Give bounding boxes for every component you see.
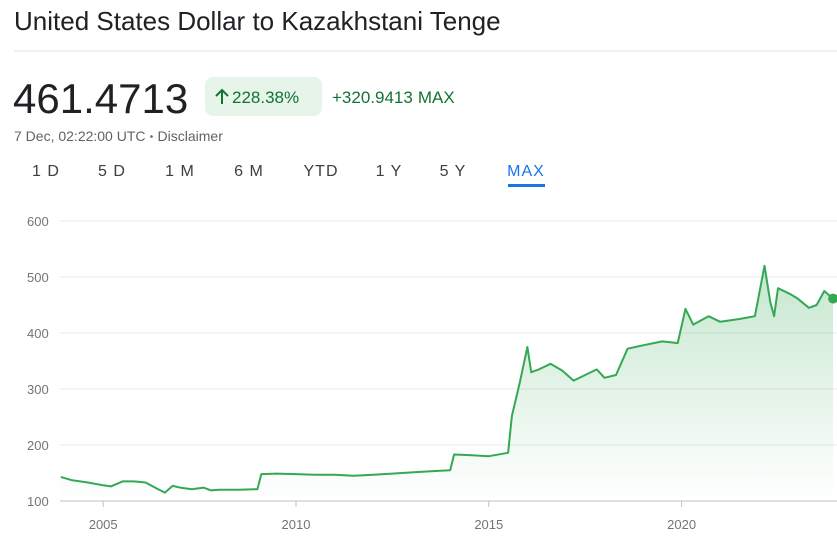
up-arrow [215,88,229,104]
x-tick-label: 2010 [282,517,311,532]
y-tick-label: 300 [27,382,49,397]
range-tab[interactable]: MAX [507,163,545,180]
change-period: MAX [418,88,455,107]
range-tab[interactable]: 1 Y [376,163,403,180]
disclaimer-link[interactable]: Disclaimer [158,128,224,144]
x-tick-label: 2015 [474,517,503,532]
separator-dot [150,135,153,138]
range-tab[interactable]: 5 D [98,163,126,180]
active-tab-underline [508,184,545,187]
range-tab[interactable]: YTD [304,163,339,180]
price: 461.4713 [13,75,188,122]
range-tab[interactable]: 5 Y [440,163,467,180]
range-tab[interactable]: 6 M [234,163,264,180]
range-tab[interactable]: 1 M [165,163,195,180]
y-tick-label: 500 [27,270,49,285]
y-tick-label: 200 [27,438,49,453]
x-tick-label: 2005 [89,517,118,532]
y-tick-label: 600 [27,214,49,229]
area-fill [60,265,834,501]
page-title: United States Dollar to Kazakhstani Teng… [14,6,501,36]
change-percent: 228.38% [232,88,299,107]
y-tick-label: 100 [27,494,49,509]
price-line [60,264,834,494]
change-absolute: +320.9413 [332,88,413,107]
range-tabs: 1 D 5 D 1 M 6 M YTD 1 Y 5 Y MAX [32,163,545,180]
last-point [828,293,837,304]
range-tab[interactable]: 1 D [32,163,60,180]
y-tick-label: 400 [27,326,49,341]
x-tick-label: 2020 [667,517,696,532]
timestamp: 7 Dec, 02:22:00 UTC [14,128,146,144]
chart: 100 200 300 400 500 600 2005 2010 2015 2020 [27,214,837,532]
change-badge [205,77,322,116]
